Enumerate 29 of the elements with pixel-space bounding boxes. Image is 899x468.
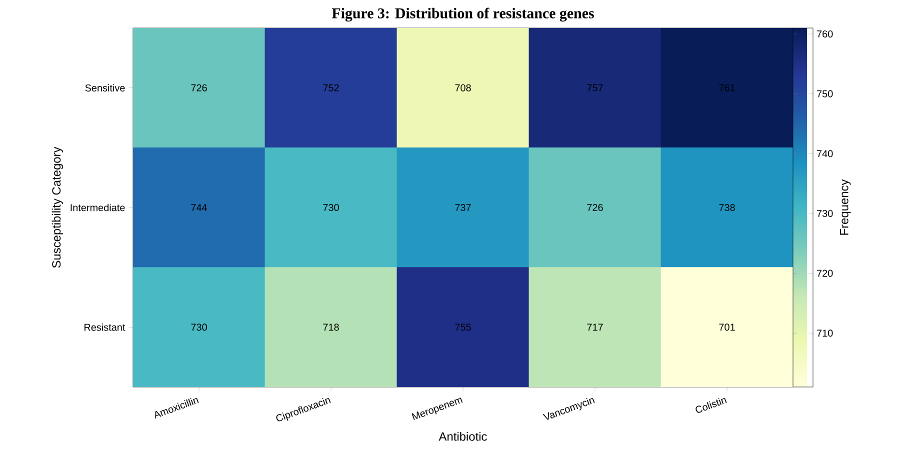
data-label: 718 <box>323 324 339 331</box>
data-label: 701 <box>719 324 735 331</box>
color-bar-label: 730 <box>817 210 833 218</box>
data-label: 717 <box>587 324 603 331</box>
chart-title: Figure 3: Distribution of resistance genes <box>332 8 594 22</box>
x-tick-label: Colistin <box>696 398 727 413</box>
data-label: 752 <box>323 84 339 92</box>
data-label: 730 <box>323 204 339 212</box>
data-label: 744 <box>191 204 208 211</box>
color-bar-label: 710 <box>817 330 833 337</box>
data-label: 738 <box>719 204 735 212</box>
color-bar-label: 760 <box>817 30 833 38</box>
y-tick-label: Resistant <box>84 324 126 331</box>
data-label: 726 <box>587 204 603 212</box>
y-tick-label: Intermediate <box>70 204 125 212</box>
data-label: 737 <box>455 204 471 212</box>
color-bar-label: 750 <box>817 90 833 98</box>
data-label: 730 <box>191 324 207 331</box>
color-bar-label: 740 <box>817 150 833 158</box>
y-tick-label: Sensitive <box>85 84 125 92</box>
data-label: 708 <box>455 84 471 92</box>
data-label: 726 <box>191 84 207 92</box>
color-bar-label: 720 <box>817 270 833 277</box>
data-label: 757 <box>587 84 603 92</box>
data-label: 755 <box>455 324 471 331</box>
x-axis-title: Antibiotic <box>438 432 487 441</box>
y-axis-title: Susceptibility Category <box>52 146 64 268</box>
color-bar-title: Frequency <box>840 179 851 235</box>
data-label: 761 <box>719 84 735 92</box>
